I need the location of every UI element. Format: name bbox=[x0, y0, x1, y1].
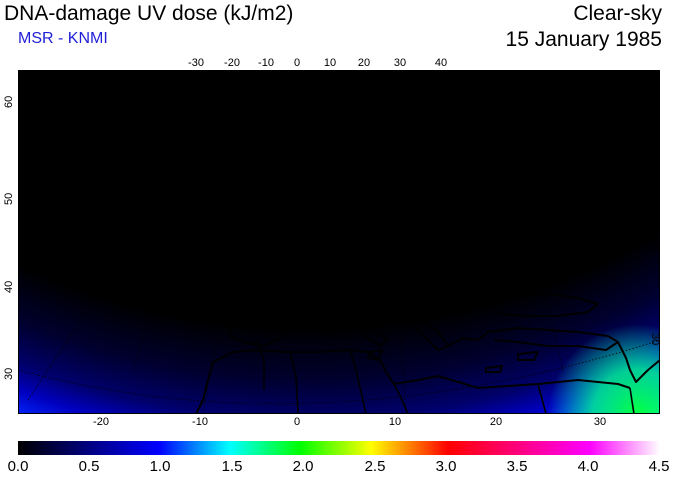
right-lat-label: 50 bbox=[649, 141, 661, 154]
bottom-lon-label: 10 bbox=[388, 416, 402, 428]
uv-dose-high-area bbox=[458, 290, 660, 414]
colorbar-label: 0.5 bbox=[78, 458, 100, 475]
colorbar-label: 3.5 bbox=[506, 458, 528, 475]
left-lat-label: 30 bbox=[3, 367, 15, 380]
colorbar-label: 2.0 bbox=[292, 458, 314, 475]
colorbar bbox=[18, 441, 660, 455]
colorbar-label: 4.5 bbox=[648, 458, 670, 475]
bottom-lon-label: -20 bbox=[93, 416, 109, 428]
colorbar-label: 2.5 bbox=[364, 458, 386, 475]
source-label: MSR - KNMI bbox=[18, 30, 108, 47]
top-lon-label: 40 bbox=[434, 57, 448, 69]
left-lat-label: 50 bbox=[3, 192, 15, 205]
bottom-lon-label: 30 bbox=[593, 416, 607, 428]
right-lat-label: 40 bbox=[649, 239, 661, 252]
right-lat-label: 30 bbox=[649, 333, 661, 346]
colorbar-label: 0.0 bbox=[7, 458, 29, 475]
colorbar-label: 1.0 bbox=[149, 458, 171, 475]
top-lon-label: -20 bbox=[224, 57, 240, 69]
top-lon-label: -10 bbox=[258, 57, 274, 69]
colorbar-label: 1.5 bbox=[221, 458, 243, 475]
left-lat-label: 40 bbox=[3, 280, 15, 293]
top-lon-label: 30 bbox=[393, 57, 407, 69]
top-lon-label: 10 bbox=[323, 57, 337, 69]
graticule bbox=[18, 154, 660, 414]
bottom-lon-label: 20 bbox=[489, 416, 503, 428]
colorbar-label: 3.0 bbox=[435, 458, 457, 475]
top-lon-label: -30 bbox=[188, 57, 204, 69]
map-title: DNA-damage UV dose (kJ/m2) bbox=[4, 2, 294, 25]
top-lon-label: 0 bbox=[293, 57, 301, 69]
map-frame bbox=[18, 70, 660, 414]
borders bbox=[255, 245, 635, 414]
bottom-lon-label: 0 bbox=[293, 416, 301, 428]
date-label: 15 January 1985 bbox=[505, 28, 662, 51]
colorbar-label: 4.0 bbox=[577, 458, 599, 475]
left-lat-label: 60 bbox=[3, 95, 15, 108]
uv-dose-map bbox=[18, 70, 660, 414]
sky-condition-label: Clear-sky bbox=[573, 2, 662, 25]
bottom-lon-label: -10 bbox=[192, 416, 208, 428]
top-lon-label: 20 bbox=[357, 57, 371, 69]
coastlines bbox=[195, 241, 660, 414]
